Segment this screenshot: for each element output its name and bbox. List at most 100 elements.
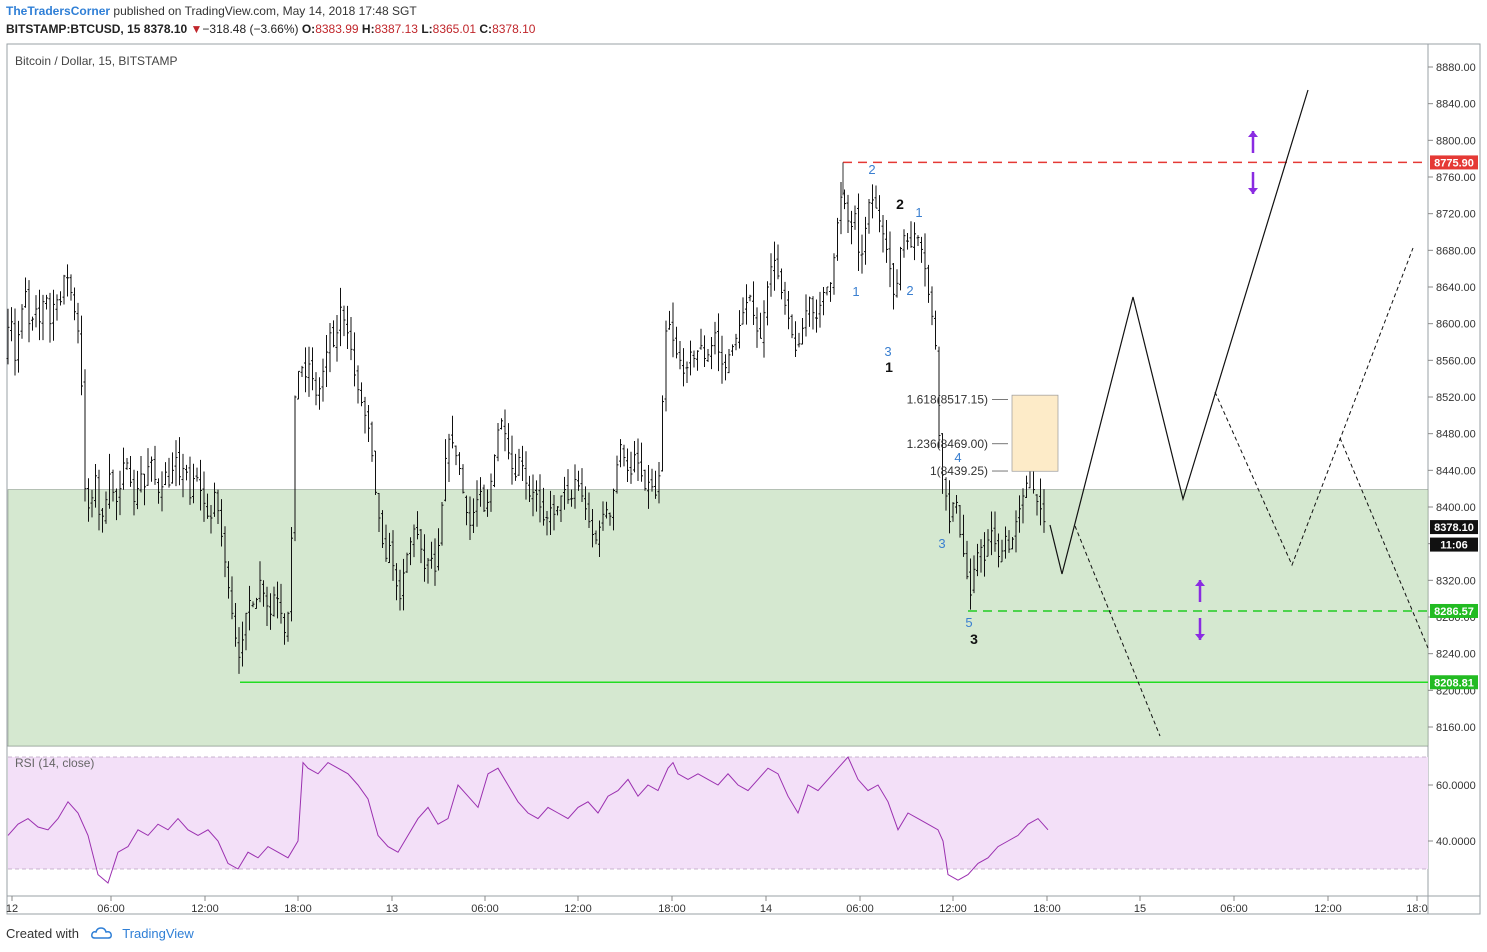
candle [454, 445, 458, 466]
tradingview-cloud-icon [90, 927, 112, 939]
candle [986, 529, 990, 557]
candle [647, 464, 650, 509]
wave-label: 1 [915, 205, 922, 220]
candle [850, 210, 853, 245]
candle [937, 346, 941, 449]
candle [139, 455, 143, 493]
candle [601, 501, 605, 531]
wave-label: 2 [906, 283, 913, 298]
candle [510, 435, 514, 485]
candle [360, 382, 363, 407]
arrow-head [1248, 188, 1258, 194]
candle [174, 440, 178, 487]
candle [902, 229, 906, 258]
candle [160, 471, 164, 512]
candle [104, 491, 108, 524]
candle [167, 457, 171, 488]
candle [13, 308, 17, 376]
candle [251, 601, 255, 608]
x-tick-label: 06:00 [846, 903, 874, 915]
candle [650, 468, 654, 492]
candle [157, 478, 160, 504]
candle [325, 335, 328, 388]
candle [374, 450, 377, 495]
candle [248, 585, 251, 631]
candle [535, 480, 538, 512]
wave-label: 2 [896, 196, 904, 212]
candle [916, 235, 920, 246]
publisher-name[interactable]: TheTradersCorner [6, 4, 111, 18]
candle [822, 286, 825, 316]
candle [1018, 495, 1021, 533]
candle [955, 495, 958, 514]
close-value: 8378.10 [492, 22, 536, 36]
candle [629, 451, 633, 484]
candle [790, 314, 794, 339]
candle [108, 453, 111, 509]
candle [311, 347, 314, 391]
candle [405, 552, 409, 573]
candle [1042, 489, 1046, 533]
x-tick-label: 15 [1134, 903, 1146, 915]
x-tick-label: 18:00 [1033, 903, 1061, 915]
y-tick-label: 8440.00 [1436, 465, 1476, 477]
candle [979, 539, 983, 573]
candle [230, 576, 234, 620]
candle [150, 456, 153, 482]
candle [402, 558, 405, 611]
candle [321, 358, 325, 402]
candle [969, 558, 972, 610]
x-tick-label: 06:00 [97, 903, 125, 915]
candle [101, 507, 104, 533]
candle [584, 486, 587, 520]
candle [272, 586, 276, 617]
candle [983, 532, 986, 577]
x-tick-label: 13 [386, 903, 398, 915]
wave-label: 5 [965, 615, 972, 630]
candle [643, 469, 647, 491]
candle [307, 346, 311, 397]
candle [20, 304, 24, 339]
candle [895, 269, 899, 298]
candle [640, 442, 643, 482]
candle [654, 470, 657, 499]
x-tick-label: 18:00 [658, 903, 686, 915]
price-pane: Bitcoin / Dollar, 15, BITSTAMP [6, 54, 1428, 684]
candle [993, 511, 997, 552]
candle [500, 418, 503, 430]
candle [570, 489, 573, 507]
projection-path-dashed-up [1214, 247, 1414, 567]
candle [619, 439, 622, 468]
y-tick-label: 8520.00 [1436, 392, 1476, 404]
candle [507, 423, 510, 460]
candle [286, 611, 290, 642]
publish-info: TheTradersCorner published on TradingVie… [6, 4, 417, 18]
candle [734, 333, 738, 351]
candle [542, 487, 545, 526]
candle [339, 287, 342, 347]
candle [293, 395, 297, 542]
tradingview-link[interactable]: TradingView [122, 926, 194, 941]
candle [59, 291, 62, 306]
candle [412, 524, 416, 558]
down-arrow-icon: ▼ [190, 22, 203, 36]
candle [1004, 526, 1007, 559]
candle [888, 231, 892, 288]
candle [41, 294, 45, 341]
price-pane-title: Bitcoin / Dollar, 15, BITSTAMP [15, 54, 178, 68]
x-tick-label: 12:00 [1314, 903, 1342, 915]
candle [906, 233, 909, 250]
candle [706, 348, 710, 362]
candle [143, 473, 146, 506]
candle [874, 185, 878, 209]
candle [45, 294, 48, 310]
candle [867, 198, 871, 234]
candle [885, 219, 888, 263]
candle [458, 452, 461, 476]
candle [829, 282, 832, 302]
x-tick-label: 12:00 [939, 903, 967, 915]
candle [752, 281, 755, 326]
candle [195, 467, 199, 482]
candle [153, 445, 157, 485]
